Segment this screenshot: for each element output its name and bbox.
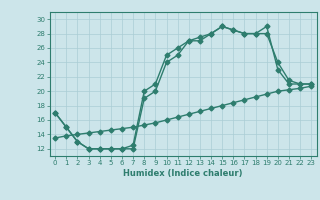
X-axis label: Humidex (Indice chaleur): Humidex (Indice chaleur) <box>124 169 243 178</box>
